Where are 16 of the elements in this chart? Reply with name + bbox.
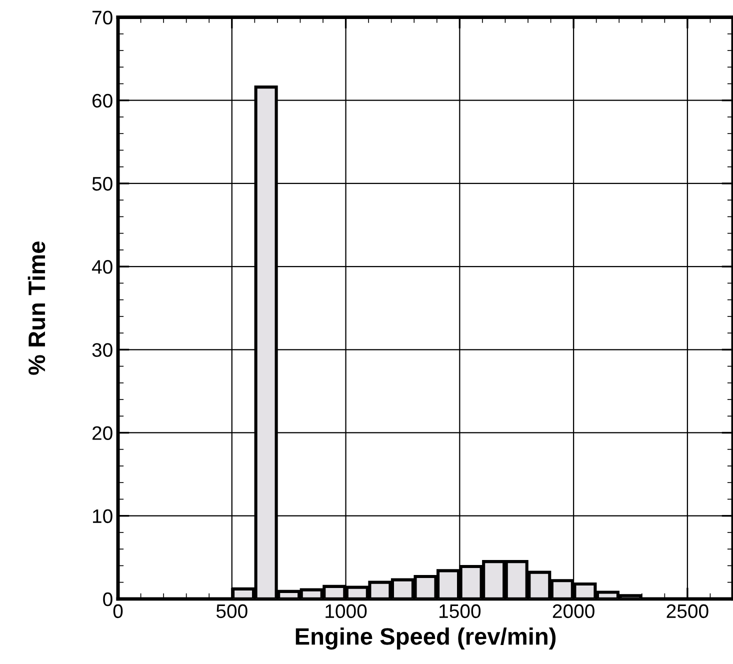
x-tick-label: 0 [113,604,123,618]
y-tick-label: 50 [92,176,112,191]
y-tick-label: 60 [92,94,112,108]
x-axis-title: Engine Speed (rev/min) [296,627,556,650]
x-tick-label: 2500 [666,604,708,618]
y-tick-label: 20 [92,426,112,440]
y-tick-label: 70 [92,10,112,24]
x-tick-label: 2000 [552,604,594,618]
x-tick-label: 500 [216,604,248,618]
x-tick-label: 1000 [326,604,367,618]
y-tick-label: 40 [92,260,112,274]
y-tick-label: 0 [103,592,112,606]
y-axis-title: % Run Time [28,242,46,375]
x-tick-label: 1500 [440,604,481,618]
y-tick-label: 30 [92,343,112,357]
y-tick-label: 10 [93,509,112,524]
